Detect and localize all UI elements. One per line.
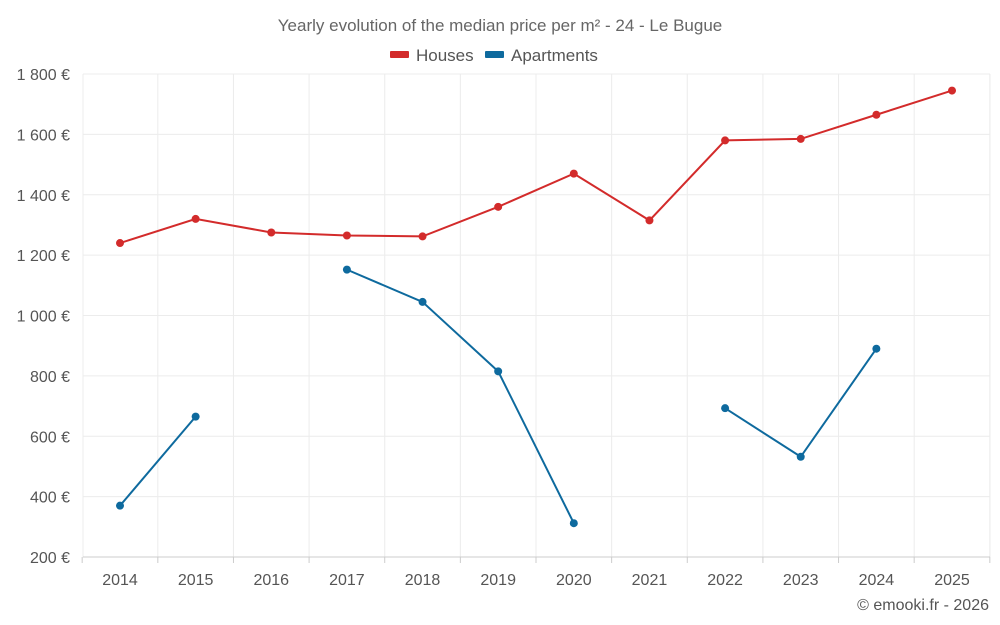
y-axis-ticks: 200 € 400 € 600 € 800 € 1 000 € 1 200 € 1 400 … bbox=[17, 67, 70, 567]
y-tick-label: 400 € bbox=[30, 490, 70, 507]
chart-title: Yearly evolution of the median price per… bbox=[278, 16, 722, 35]
y-tick-label: 600 € bbox=[30, 429, 70, 446]
x-tick-label: 2017 bbox=[329, 572, 365, 589]
data-point-houses[interactable] bbox=[721, 136, 730, 145]
y-tick-label: 1 600 € bbox=[17, 127, 70, 144]
legend-label-apartments[interactable]: Apartments bbox=[511, 46, 598, 65]
data-point-houses[interactable] bbox=[418, 232, 427, 241]
x-tick-label: 2024 bbox=[859, 572, 895, 589]
data-point-houses[interactable] bbox=[948, 86, 956, 95]
legend-swatch-apartments bbox=[485, 51, 504, 58]
y-tick-label: 1 400 € bbox=[17, 188, 70, 205]
data-point-apartments[interactable] bbox=[796, 452, 805, 461]
x-axis-ticks: 2014 2015 2016 2017 2018 2019 2020 2021 2022 2023… bbox=[81, 557, 991, 589]
data-point-houses[interactable] bbox=[191, 214, 200, 223]
data-point-houses[interactable] bbox=[645, 216, 654, 225]
x-tick-label: 2016 bbox=[253, 572, 289, 589]
data-point-apartments[interactable] bbox=[342, 265, 351, 274]
y-tick-label: 200 € bbox=[30, 550, 70, 567]
data-point-apartments[interactable] bbox=[872, 344, 881, 353]
data-point-apartments[interactable] bbox=[418, 297, 427, 306]
credit-text: © emooki.fr - 2026 bbox=[857, 597, 989, 614]
data-point-houses[interactable] bbox=[872, 110, 881, 119]
x-tick-label: 2018 bbox=[405, 572, 441, 589]
data-point-houses[interactable] bbox=[267, 228, 276, 237]
x-tick-label: 2021 bbox=[632, 572, 668, 589]
series-line-apartments bbox=[119, 415, 197, 507]
x-tick-label: 2020 bbox=[556, 572, 592, 589]
data-point-houses[interactable] bbox=[569, 169, 578, 178]
data-point-apartments[interactable] bbox=[721, 404, 730, 413]
data-point-apartments[interactable] bbox=[494, 367, 503, 376]
series-line-houses bbox=[119, 89, 953, 245]
x-tick-label: 2023 bbox=[783, 572, 819, 589]
x-tick-label: 2025 bbox=[934, 572, 970, 589]
x-tick-label: 2014 bbox=[102, 572, 138, 589]
y-tick-label: 800 € bbox=[30, 369, 70, 386]
legend-swatch-houses bbox=[390, 51, 409, 58]
legend: Houses Apartments bbox=[390, 46, 598, 65]
legend-label-houses[interactable]: Houses bbox=[416, 46, 474, 65]
series-line-apartments bbox=[346, 268, 575, 524]
gridlines bbox=[82, 73, 991, 557]
series-line-apartments bbox=[724, 348, 878, 459]
data-point-houses[interactable] bbox=[494, 202, 503, 211]
data-point-houses[interactable] bbox=[342, 231, 351, 240]
data-point-apartments[interactable] bbox=[116, 501, 124, 510]
data-point-houses[interactable] bbox=[796, 134, 805, 143]
x-tick-label: 2019 bbox=[480, 572, 516, 589]
x-tick-label: 2015 bbox=[178, 572, 214, 589]
x-tick-label: 2022 bbox=[707, 572, 743, 589]
series-group bbox=[116, 86, 956, 528]
data-point-apartments[interactable] bbox=[569, 519, 578, 528]
y-tick-label: 1 800 € bbox=[17, 67, 70, 84]
data-point-apartments[interactable] bbox=[191, 412, 200, 421]
y-tick-label: 1 200 € bbox=[17, 248, 70, 265]
data-point-houses[interactable] bbox=[116, 239, 124, 248]
y-tick-label: 1 000 € bbox=[17, 309, 70, 326]
